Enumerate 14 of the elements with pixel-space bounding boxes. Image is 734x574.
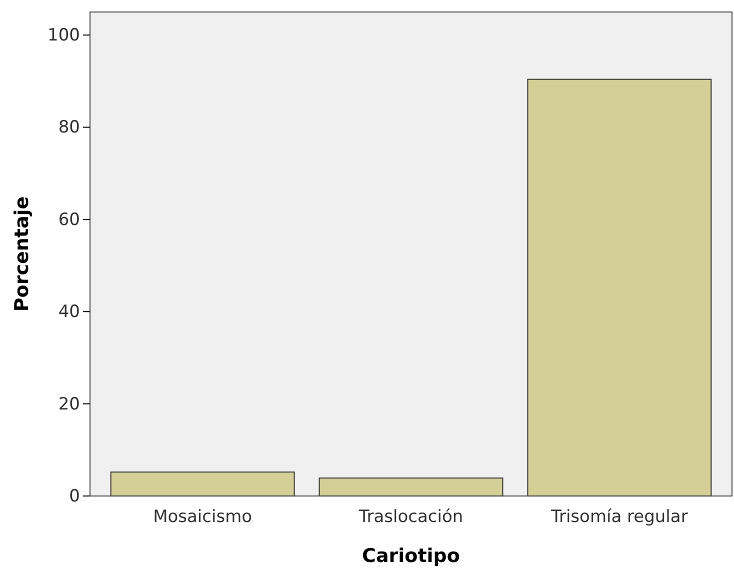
bar (110, 472, 295, 496)
y-tick-label: 60 (58, 210, 80, 230)
y-tick-label: 20 (58, 394, 80, 414)
x-tick-label: Traslocación (358, 507, 464, 528)
y-axis-title: Porcentaje (11, 196, 33, 312)
y-tick-label: 80 (58, 118, 80, 138)
bar (527, 78, 712, 496)
y-tick-label: 100 (48, 25, 80, 46)
x-tick-label: Trisomía regular (550, 507, 688, 528)
y-tick-label: 0 (69, 486, 80, 506)
bar (318, 478, 504, 496)
y-tick-label: 40 (58, 302, 80, 322)
x-tick-label: Mosaicismo (153, 507, 252, 528)
x-axis-title: Cariotipo (362, 545, 460, 567)
